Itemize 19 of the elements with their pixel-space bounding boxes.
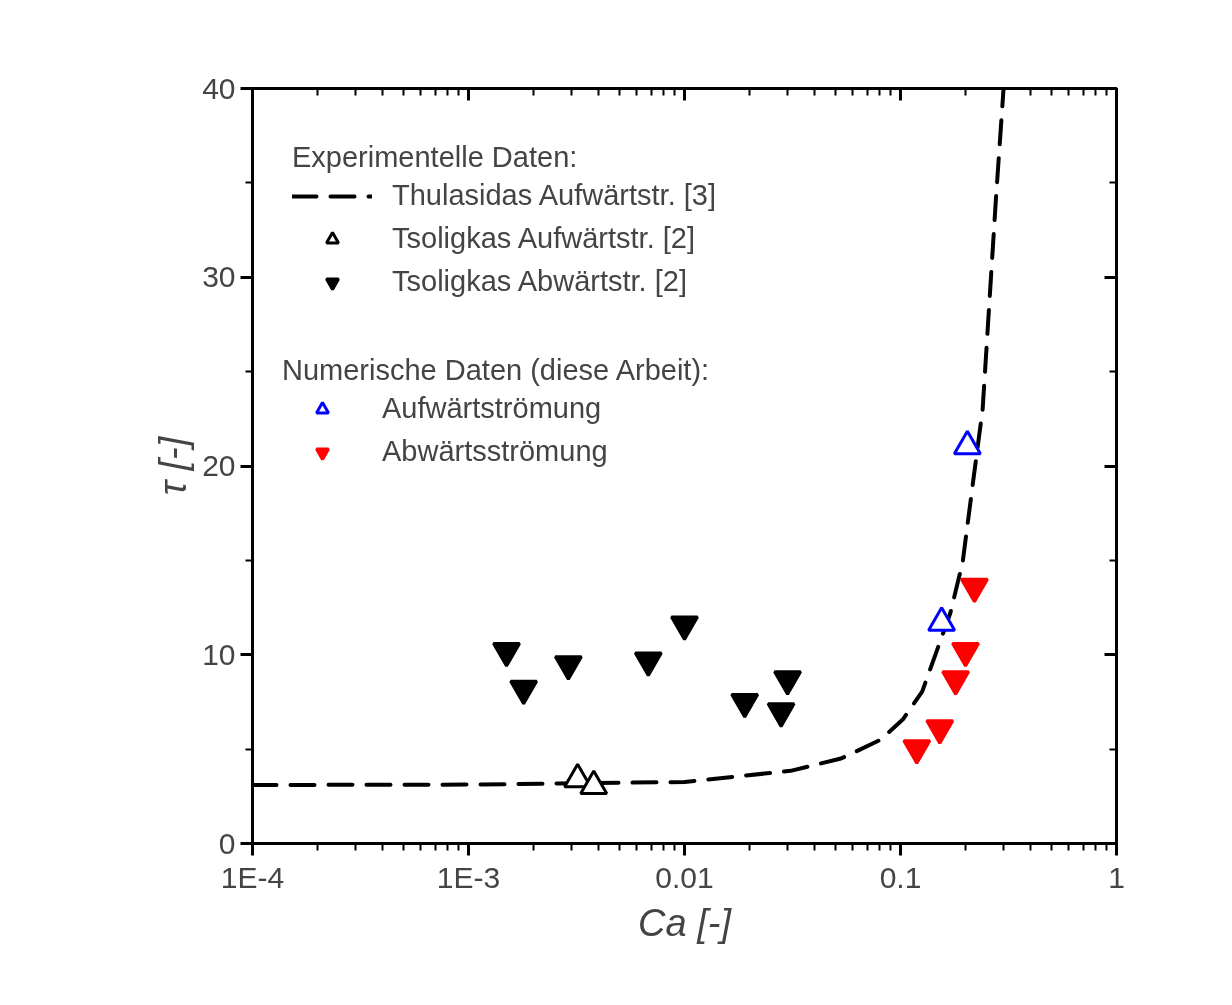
x-tick-label: 0.01 <box>655 860 714 894</box>
annotation: Numerische Daten (diese Arbeit): <box>282 354 710 387</box>
legend-title: Experimentelle Daten: <box>292 141 579 174</box>
legend-label: Thulasidas Aufwärtstr. [3] <box>392 179 716 212</box>
y-tick-label: 10 <box>202 637 236 671</box>
y-axis-title: τ [-] <box>152 435 195 496</box>
x-tick-label: 1E-3 <box>436 860 501 894</box>
legend-label: Aufwärtströmung <box>382 392 602 425</box>
x-tick-label: 0.1 <box>879 860 922 894</box>
x-tick-label: 1 <box>1108 860 1125 894</box>
y-tick-label: 20 <box>202 449 236 482</box>
y-tick-label: 30 <box>202 260 236 294</box>
y-tick-label: 0 <box>218 826 236 860</box>
y-tick-label: 40 <box>202 71 236 105</box>
x-axis-title: Ca [-] <box>638 901 733 944</box>
x-tick-label: 1E-4 <box>220 860 285 894</box>
legend-label: Abwärtsströmung <box>382 435 608 468</box>
legend-label: Tsoligkas Abwärtstr. [2] <box>392 265 687 298</box>
legend-label: Tsoligkas Aufwärtstr. [2] <box>392 222 696 255</box>
